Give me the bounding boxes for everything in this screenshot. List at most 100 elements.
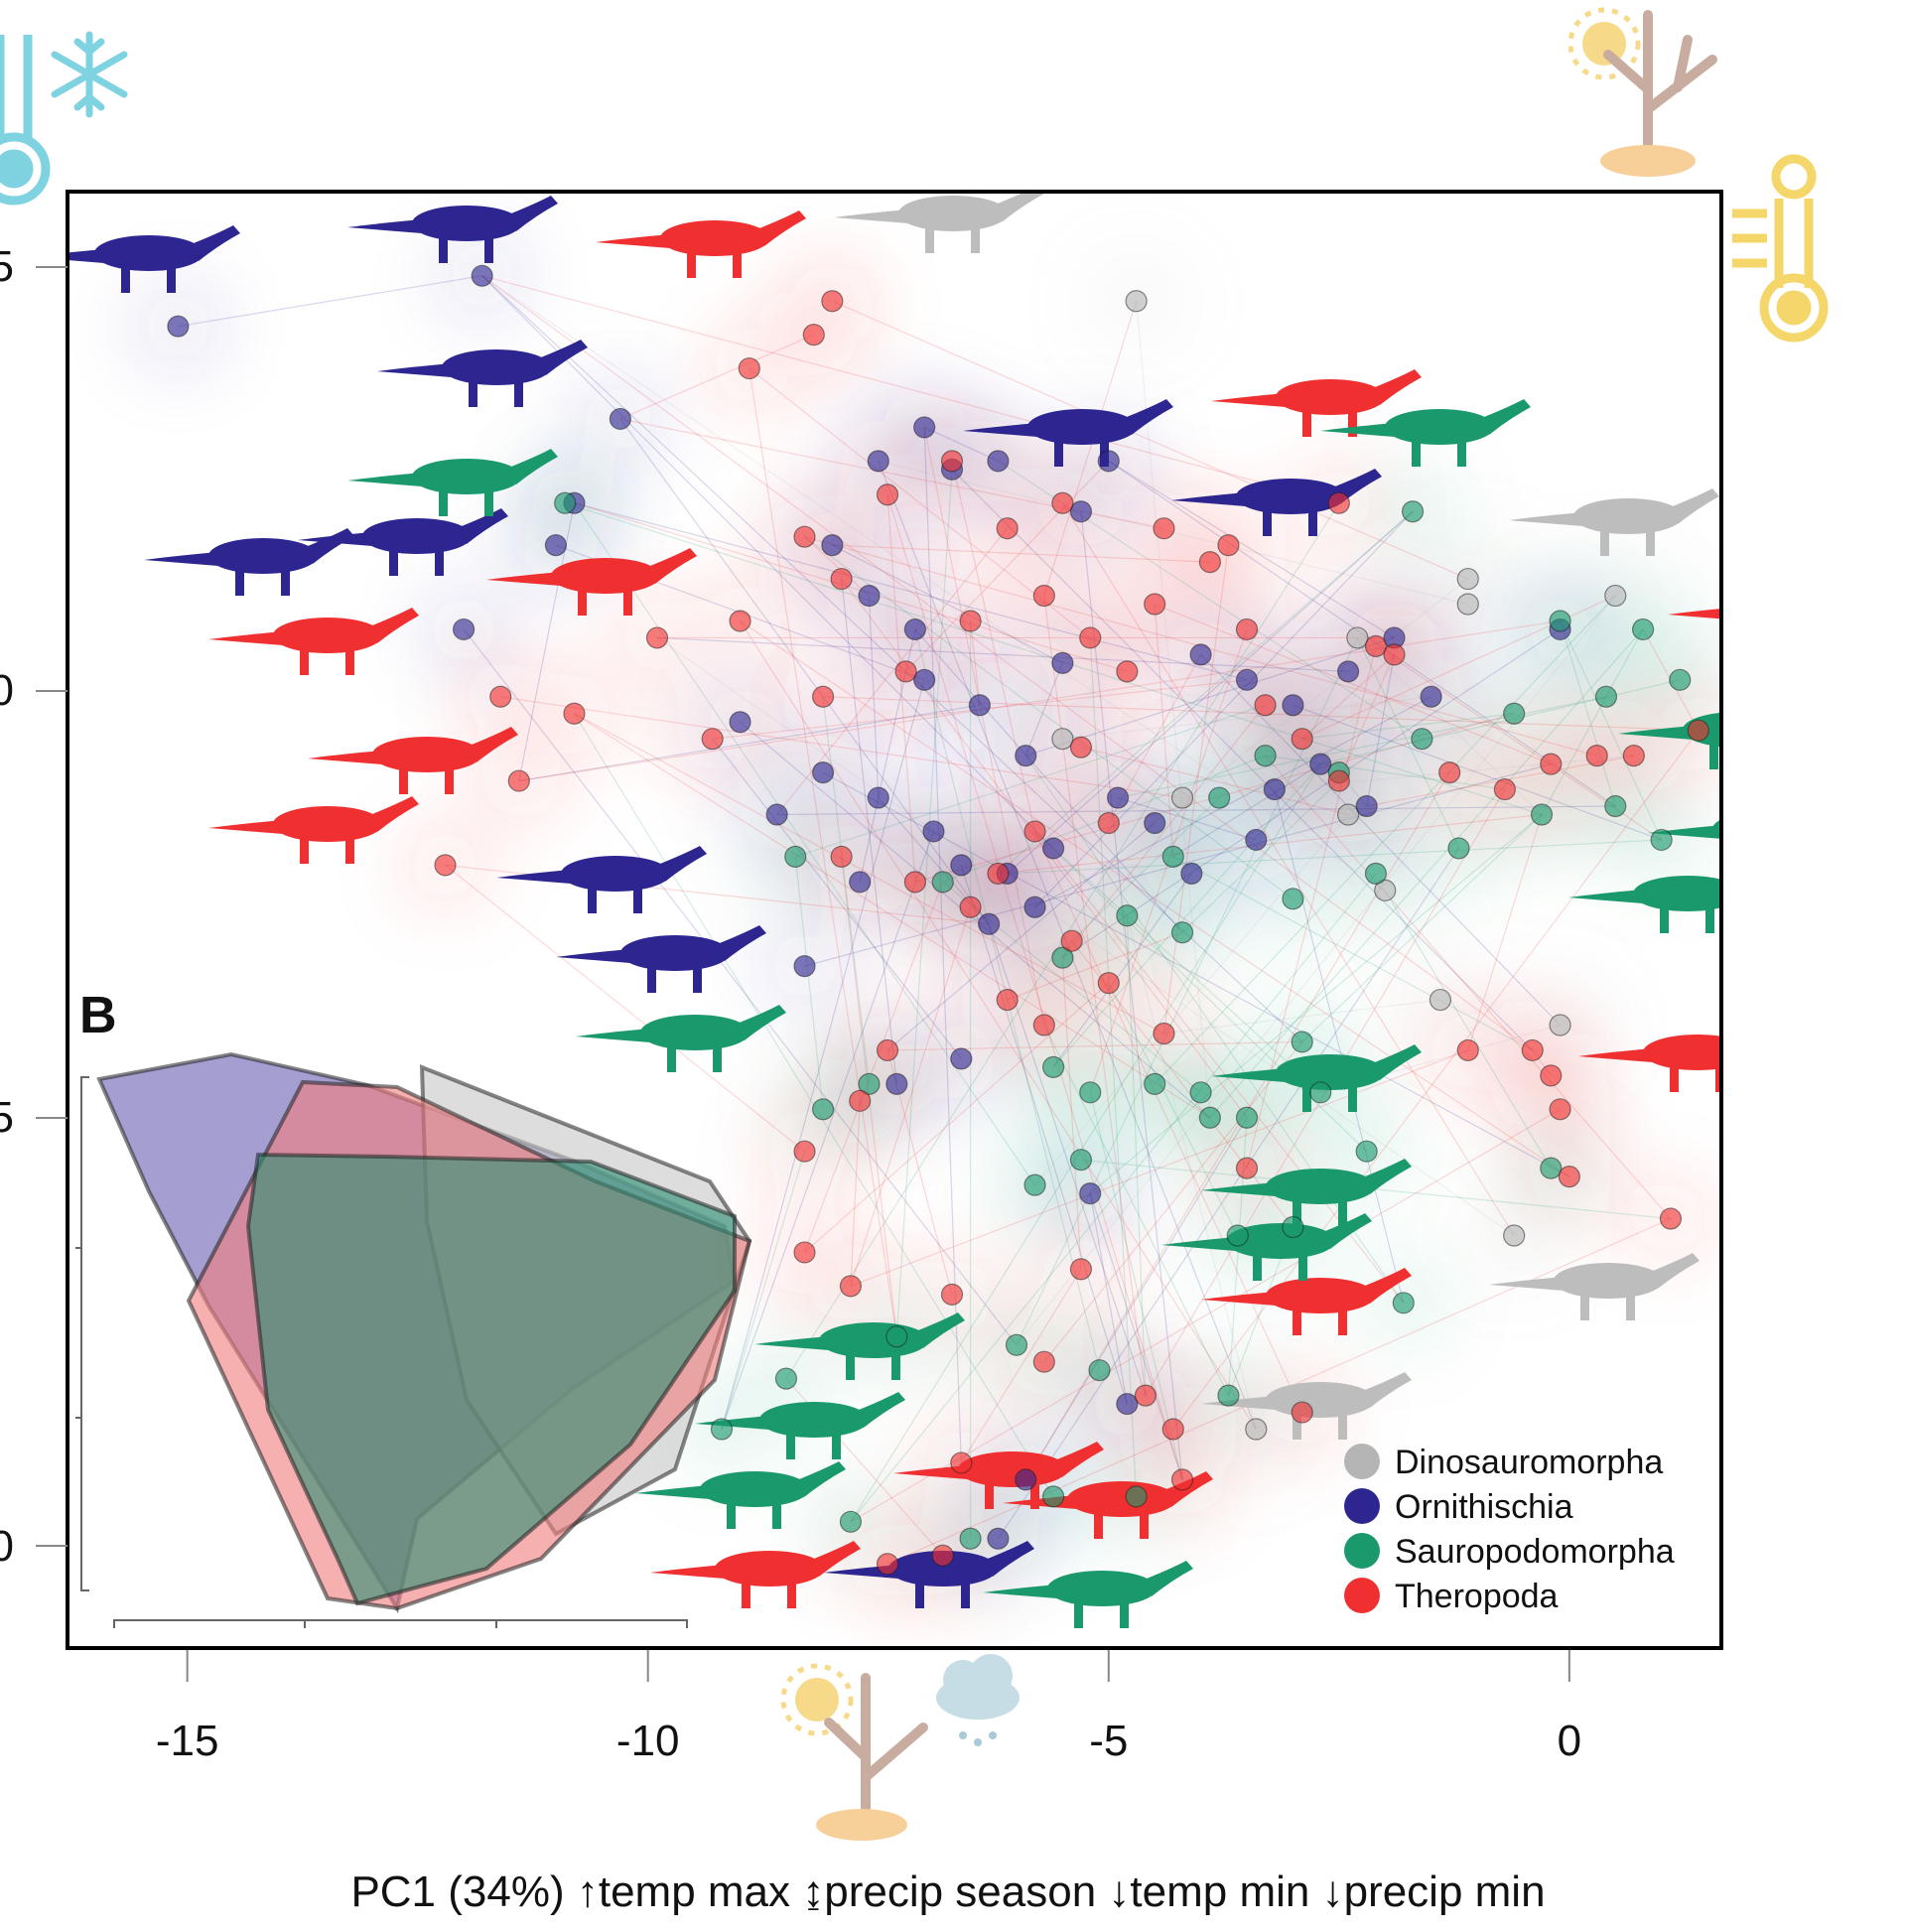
link xyxy=(1007,510,1414,875)
link xyxy=(481,275,1303,1042)
point-ornithischia xyxy=(950,1047,973,1070)
link xyxy=(1062,628,1561,959)
dinosaur-silhouette-icon xyxy=(347,449,558,516)
rain-cloud-icon xyxy=(936,1654,1020,1746)
point-theropoda xyxy=(876,1038,899,1062)
link xyxy=(914,628,1183,933)
link xyxy=(997,848,1459,1540)
point-sauropodomorpha xyxy=(959,1527,982,1550)
link xyxy=(969,621,981,706)
point-sauropodomorpha xyxy=(1447,837,1470,860)
link xyxy=(923,427,1045,1026)
link xyxy=(481,275,1386,892)
link xyxy=(998,510,1414,875)
link xyxy=(822,771,1570,1177)
point-theropoda xyxy=(1116,660,1139,683)
dinosaur-silhouette-icon xyxy=(1668,608,1721,620)
point-dinosauromorpha xyxy=(1170,786,1194,809)
point-ornithischia xyxy=(885,1072,908,1095)
point-dinosauromorpha xyxy=(1051,728,1074,751)
dinosaur-silhouette-icon xyxy=(1509,488,1719,556)
legend-label: Dinosauromorpha xyxy=(1395,1444,1663,1481)
point-theropoda xyxy=(959,896,982,918)
point-ornithischia xyxy=(1144,811,1166,835)
point-ornithischia xyxy=(978,912,1001,935)
x-axis-title: PC1 (34%) ↑temp max ↨precip season ↓temp… xyxy=(350,1867,1545,1916)
axes: -15 -10 -5 0 5 0 5 0 xyxy=(0,242,1581,1765)
point-theropoda xyxy=(1327,491,1350,514)
dinosaur-silhouette-icon xyxy=(1489,1253,1700,1320)
dinosaur-silhouette-icon xyxy=(893,1442,1104,1509)
thermometer-cold-icon xyxy=(0,35,51,206)
link xyxy=(850,763,1321,1523)
point-theropoda xyxy=(802,324,825,346)
point-sauropodomorpha xyxy=(1125,1485,1148,1508)
point-dinosauromorpha xyxy=(1456,567,1479,591)
dinosaur-silhouette-icon xyxy=(983,1561,1193,1628)
link xyxy=(794,856,824,1110)
dinosaur-silhouette-icon xyxy=(308,727,518,794)
point-theropoda xyxy=(1254,694,1277,717)
point-theropoda xyxy=(1144,593,1166,616)
point-theropoda xyxy=(738,356,760,380)
dinosaur-silhouette-icon xyxy=(486,548,697,616)
point-theropoda xyxy=(1383,643,1406,666)
point-sauropodomorpha xyxy=(1392,1292,1415,1314)
point-ornithischia xyxy=(1235,668,1259,691)
dinosaur-silhouette-icon xyxy=(1201,1159,1412,1226)
link xyxy=(1108,982,1239,1236)
point-ornithischia xyxy=(1015,1468,1037,1491)
point-ornithischia xyxy=(1097,450,1120,473)
point-dinosauromorpha xyxy=(1337,803,1360,826)
point-sauropodomorpha xyxy=(858,1072,881,1095)
point-ornithischia xyxy=(729,711,751,734)
link xyxy=(1384,890,1552,1169)
point-ornithischia xyxy=(849,871,872,894)
point-ornithischia xyxy=(1337,660,1360,683)
point-sauropodomorpha xyxy=(1189,1081,1212,1104)
point-theropoda xyxy=(1097,811,1120,835)
link xyxy=(1265,755,1672,1219)
dinosaur-silhouette-icon xyxy=(834,192,1044,253)
point-theropoda xyxy=(894,660,917,683)
point-sauropodomorpha xyxy=(1217,1384,1240,1407)
point-theropoda xyxy=(830,567,853,591)
point-theropoda xyxy=(701,728,724,751)
dinosaur-silhouette-icon xyxy=(68,225,240,293)
series-sauropodomorpha xyxy=(554,491,1692,1550)
point-sauropodomorpha xyxy=(1254,745,1277,767)
link xyxy=(951,461,1036,832)
point-ornithischia xyxy=(1079,1181,1102,1205)
point-theropoda xyxy=(987,862,1010,885)
point-theropoda xyxy=(996,517,1019,540)
link xyxy=(1293,704,1662,841)
point-theropoda xyxy=(645,626,669,649)
link xyxy=(721,831,935,1430)
point-sauropodomorpha xyxy=(885,1325,908,1348)
link xyxy=(822,696,871,1084)
dead-tree-icon-bottom xyxy=(824,1673,928,1832)
point-theropoda xyxy=(959,610,982,632)
link xyxy=(832,300,1469,580)
point-theropoda xyxy=(507,769,530,792)
point-ornithischia xyxy=(1245,828,1268,852)
point-ornithischia xyxy=(821,534,844,557)
link xyxy=(1163,999,1440,1035)
link xyxy=(1181,780,1340,933)
series-dinosauromorpha xyxy=(1051,290,1627,1441)
point-theropoda xyxy=(821,290,844,313)
point-sauropodomorpha xyxy=(1503,702,1526,725)
point-theropoda xyxy=(1291,1401,1313,1424)
dinosaur-silhouette-icon xyxy=(576,1005,786,1072)
point-sauropodomorpha xyxy=(1005,1333,1028,1356)
scatter-plot-area xyxy=(66,190,1723,1650)
link xyxy=(850,1108,1561,1523)
link xyxy=(1356,637,1460,849)
point-dinosauromorpha xyxy=(1456,593,1479,616)
link xyxy=(1209,628,1644,1119)
link xyxy=(1301,814,1543,1042)
point-ornithischia xyxy=(913,416,936,439)
point-sauropodomorpha xyxy=(1364,862,1388,885)
point-sauropodomorpha xyxy=(1235,1106,1259,1129)
point-theropoda xyxy=(1051,491,1074,514)
